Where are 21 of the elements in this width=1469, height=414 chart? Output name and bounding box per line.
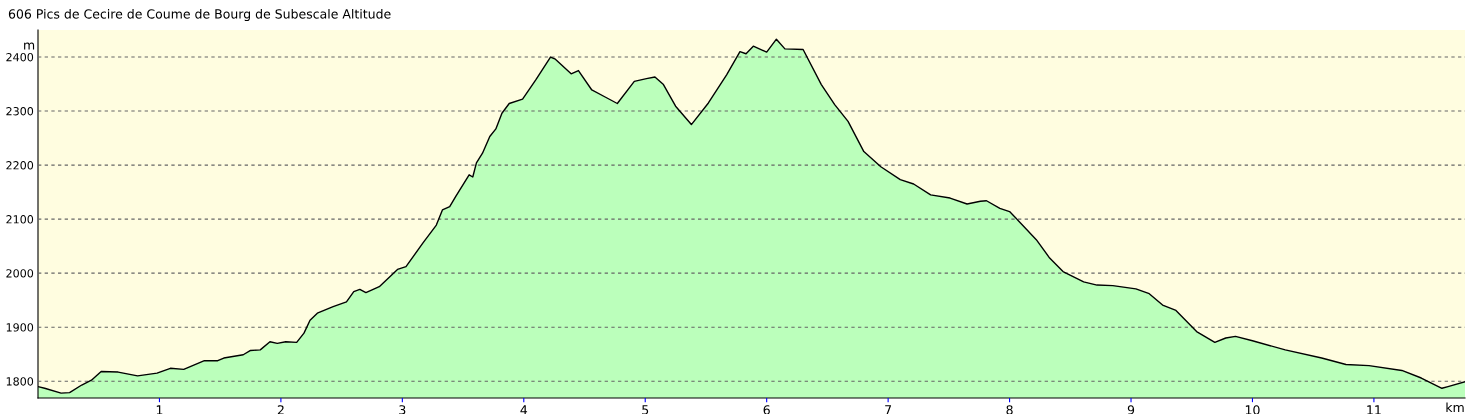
x-tick-label: 3 [399,405,406,414]
chart-title: 606 Pics de Cecire de Coume de Bourg de Subescale Altitude [8,8,391,22]
y-tick-label: 2200 [6,161,34,170]
x-tick-label: 8 [1006,405,1013,414]
y-tick-label: 2400 [6,52,34,62]
x-tick-label: 2 [277,405,284,414]
y-tick-label: 1900 [6,323,34,332]
y-tick-label: 1800 [6,377,34,386]
x-tick-label: 9 [1127,405,1135,414]
x-tick-label: 5 [642,405,649,414]
y-axis-title: m [24,42,35,50]
x-tick-label: 10 [1245,405,1260,414]
y-tick-label: 2100 [6,215,34,224]
y-tick-label: 2300 [6,107,34,116]
x-tick-label: 4 [520,405,528,414]
x-tick-label: 1 [156,405,163,414]
y-tick-label: 2000 [6,269,34,278]
x-tick-label: 11 [1367,405,1381,414]
x-tick-label: 7 [885,405,892,414]
x-axis-title: km [1446,402,1464,412]
x-tick-label: 6 [763,405,770,414]
